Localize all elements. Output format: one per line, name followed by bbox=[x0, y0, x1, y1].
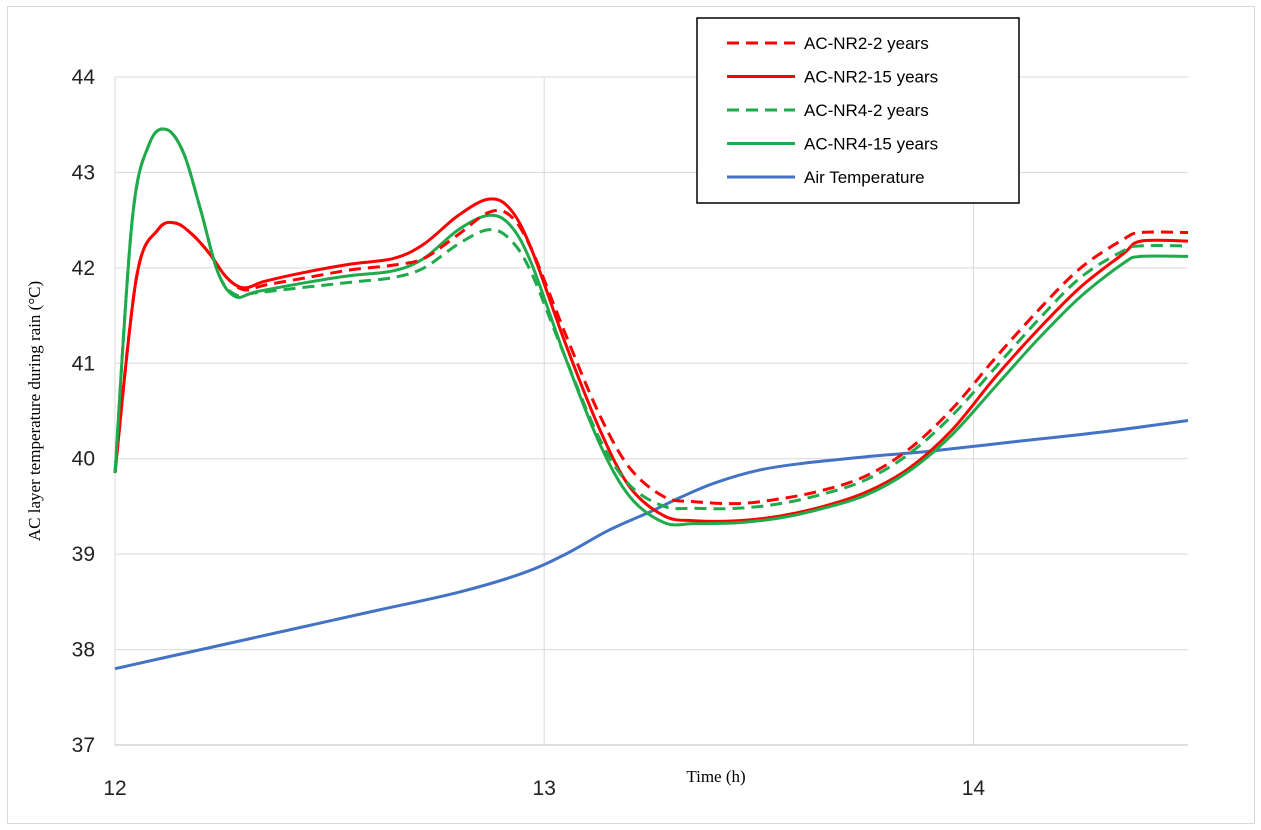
y-tick-label: 38 bbox=[72, 639, 95, 662]
legend-label: Air Temperature bbox=[804, 168, 925, 187]
x-tick-label: 12 bbox=[103, 777, 126, 800]
x-axis-title: Time (h) bbox=[686, 767, 745, 786]
y-tick-label: 43 bbox=[72, 161, 95, 184]
chart-frame bbox=[7, 6, 1255, 824]
x-tick-label: 14 bbox=[962, 777, 986, 800]
series-line-ac-nr4-2-years bbox=[113, 127, 1189, 511]
gridlines bbox=[114, 76, 1188, 746]
legend-label: AC-NR2-2 years bbox=[804, 34, 929, 53]
x-axis-ticks: 12 13 14 bbox=[103, 777, 985, 800]
legend-label: AC-NR4-2 years bbox=[804, 101, 929, 120]
series-line-ac-nr4-15-years bbox=[113, 127, 1189, 527]
y-axis-ticks: 37 38 39 40 41 42 43 44 bbox=[72, 66, 96, 757]
y-axis-title: AC layer temperature during rain (°C) bbox=[25, 281, 44, 541]
y-tick-label: 39 bbox=[72, 543, 95, 566]
y-tick-label: 42 bbox=[72, 257, 95, 280]
legend-label: AC-NR2-15 years bbox=[804, 68, 938, 87]
y-tick-label: 40 bbox=[72, 448, 95, 471]
series-line-air-temperature bbox=[114, 419, 1189, 671]
x-tick-label: 13 bbox=[533, 777, 556, 800]
y-tick-label: 44 bbox=[72, 66, 96, 89]
series-line-ac-nr2-15-years bbox=[113, 197, 1189, 523]
y-tick-label: 41 bbox=[72, 352, 95, 375]
series-layer bbox=[113, 127, 1189, 671]
series-line-ac-nr2-2-years bbox=[113, 208, 1189, 506]
y-tick-label: 37 bbox=[72, 734, 95, 757]
legend: AC-NR2-2 years AC-NR2-15 years AC-NR4-2 ye… bbox=[696, 17, 1020, 204]
legend-label: AC-NR4-15 years bbox=[804, 135, 938, 154]
